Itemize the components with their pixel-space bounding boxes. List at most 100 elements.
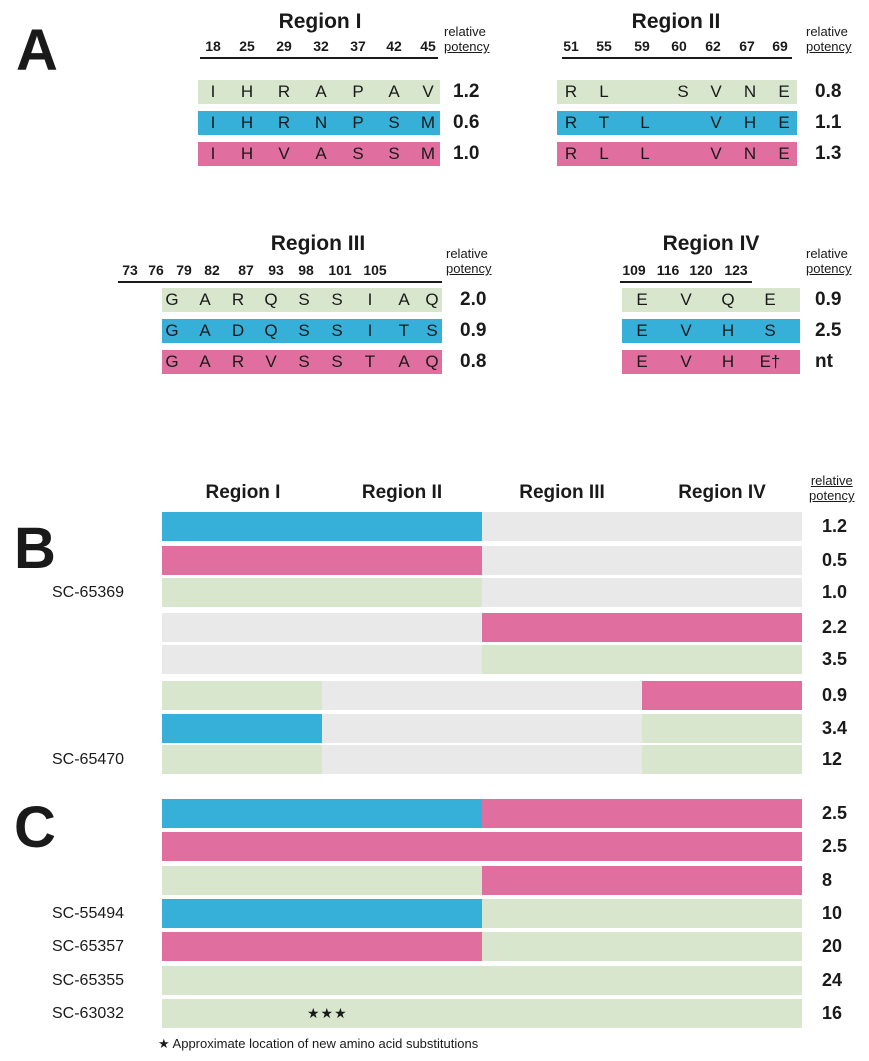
region2-row-potency: 1.1 [815,112,842,133]
compound-label: SC-65470 [52,751,125,768]
region1-residue: R [277,113,291,132]
region1-position-42: 42 [386,38,402,54]
region4-row-potency: nt [815,351,833,372]
region3-residue: T [364,352,376,371]
region3-position-98: 98 [298,262,314,278]
region1-position-32: 32 [313,38,329,54]
region2-position-69: 69 [772,38,788,54]
region3-residue: A [199,321,211,340]
bar-potency: 2.5 [822,836,848,856]
bar-segment-green [162,966,802,995]
region2-residue: L [599,82,609,101]
bar-potency: 0.9 [822,685,848,705]
region3-position-101: 101 [328,262,352,278]
bc-potency-header-line2: potency [809,488,855,503]
compound-label: SC-65357 [52,938,125,955]
region1-residue: V [422,82,434,101]
chimera-bar [162,546,802,575]
bar-potency: 8 [822,870,833,890]
chimera-bar [162,899,802,928]
region1-residue: S [388,113,400,132]
bar-segment-pink [482,799,802,828]
bar-segment-blue [162,512,482,541]
region1-position-18: 18 [205,38,221,54]
bar-segment-green [162,999,802,1028]
region2-residue: E [778,144,790,163]
bar-segment-grey [162,613,482,642]
chimera-bar [162,645,802,674]
region1-sequence-row [198,111,440,135]
region3-residue: S [331,321,343,340]
region2-residue: E [778,113,790,132]
region3-residue: I [367,290,373,309]
compound-label: SC-55494 [52,905,125,922]
region1-residue: M [420,144,436,163]
region3-residue: S [331,352,343,371]
bar-segment-grey [482,546,802,575]
region3-residue: A [199,290,211,309]
region3-residue: D [231,321,245,340]
region3-residue: S [298,290,310,309]
region4-residue: H [721,321,735,340]
bar-segment-green [162,578,482,607]
bc-potency-header-line1: relative [810,473,853,488]
region2-residue: V [710,82,722,101]
region3-residue: Q [425,290,439,309]
region4-potency-header-line2: potency [806,261,852,276]
region3-sequence-row [162,288,442,312]
bar-potency: 3.4 [822,718,848,738]
bar-segment-grey [322,745,642,774]
bar-potency: 20 [822,936,843,956]
region4-residue: V [680,352,692,371]
region1-sequence-row [198,142,440,166]
region4-sequence-row [622,350,800,374]
region4-sequence-row [622,288,800,312]
region3-residue: G [165,321,179,340]
bar-segment-green [482,645,802,674]
region2-potency-header-line1: relative [806,24,848,39]
region3-residue: I [367,321,373,340]
compound-label: SC-63032 [52,1005,125,1022]
region1-residue: S [352,144,364,163]
region4-position-123: 123 [724,262,748,278]
region2-position-55: 55 [596,38,612,54]
bar-potency: 16 [822,1003,843,1023]
region3-position-79: 79 [176,262,192,278]
region1-residue: A [388,82,400,101]
region3-residue: Q [264,290,278,309]
region2-residue: L [640,144,650,163]
bar-segment-grey [322,681,642,710]
region4-residue: V [680,321,692,340]
chimera-bar [162,966,802,995]
region3-residue: S [331,290,343,309]
region2-position-67: 67 [739,38,755,54]
region3-title: Region III [270,232,366,255]
region3-potency-header-line1: relative [446,246,488,261]
region4-residue: S [764,321,776,340]
region1-residue: N [314,113,328,132]
region2-row-potency: 0.8 [815,81,842,102]
region3-sequence-row [162,319,442,343]
region4-position-116: 116 [656,262,680,278]
bar-segment-pink [482,866,802,895]
compound-label: SC-65355 [52,972,125,989]
region3-residue: V [265,352,277,371]
region3-row-potency: 0.9 [460,320,487,341]
panel-label-b: B [14,516,56,581]
region1-title: Region I [278,10,362,33]
panel-label-a: A [16,18,58,83]
region2-potency-header-line2: potency [806,39,852,54]
region4-residue: Q [721,290,735,309]
bar-segment-grey [322,714,642,743]
region2-potency-header: relative potency [806,24,852,54]
substitution-stars: ★★★ [307,1005,348,1021]
region1-residue: H [240,82,254,101]
region3-residue: Q [264,321,278,340]
region2-residue: L [640,113,650,132]
region3-position-87: 87 [238,262,254,278]
bar-potency: 24 [822,970,843,990]
region1-residue: M [420,113,436,132]
region4-residue: E [636,352,648,371]
bar-segment-pink [482,613,802,642]
bar-segment-green [162,866,482,895]
